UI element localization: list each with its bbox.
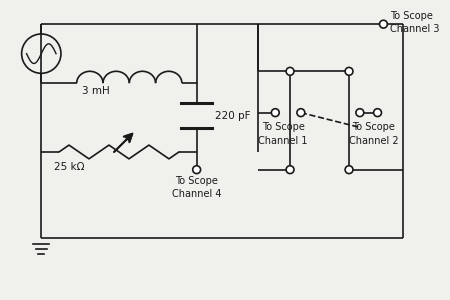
Text: To Scope
Channel 2: To Scope Channel 2: [349, 122, 398, 146]
Text: To Scope
Channel 4: To Scope Channel 4: [172, 176, 221, 199]
Text: To Scope
Channel 3: To Scope Channel 3: [390, 11, 440, 34]
Circle shape: [286, 68, 294, 75]
Text: 3 mH: 3 mH: [81, 86, 109, 96]
Text: 25 kΩ: 25 kΩ: [54, 162, 85, 172]
Circle shape: [297, 109, 305, 117]
Text: To Scope
Channel 1: To Scope Channel 1: [258, 122, 308, 146]
Circle shape: [193, 166, 201, 174]
Circle shape: [345, 68, 353, 75]
Circle shape: [374, 109, 382, 117]
Text: 220 pF: 220 pF: [215, 111, 251, 121]
Circle shape: [345, 166, 353, 174]
Circle shape: [379, 20, 387, 28]
Circle shape: [356, 109, 364, 117]
Circle shape: [271, 109, 279, 117]
Circle shape: [286, 166, 294, 174]
